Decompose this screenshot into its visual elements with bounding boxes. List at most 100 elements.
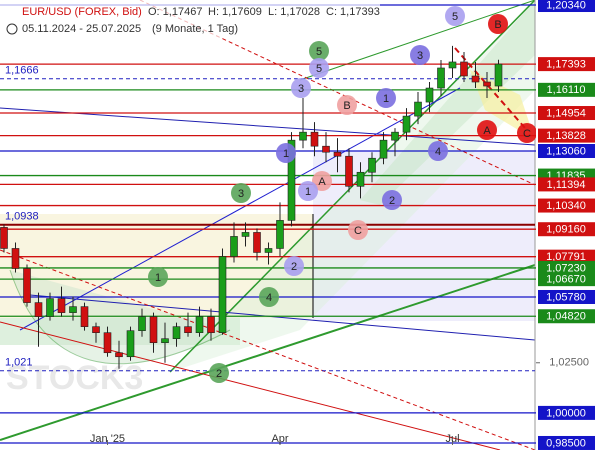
wave-marker — [445, 6, 465, 26]
level-label-box — [538, 57, 595, 72]
marker-label: 1,0938 — [5, 211, 39, 223]
candle-body — [69, 306, 77, 313]
level-label: 1,07791 — [546, 251, 586, 263]
wave-marker — [259, 287, 279, 307]
candle-body — [184, 326, 192, 333]
candle-body — [11, 248, 20, 269]
ohlc-high: H: 1,17609 — [208, 6, 262, 18]
candle-body — [414, 101, 422, 117]
wave-marker — [376, 88, 396, 108]
wave-label: B — [343, 100, 350, 112]
marker-label: 1,1666 — [5, 65, 39, 77]
wave-label: 4 — [435, 146, 441, 158]
clock-icon — [6, 23, 18, 35]
level-label-box — [538, 405, 595, 420]
candle-body — [448, 61, 457, 69]
candle-body — [230, 236, 238, 257]
candle-body — [299, 131, 307, 141]
level-label-box — [538, 0, 595, 13]
level-label: 1,04820 — [546, 311, 586, 323]
wave-marker — [309, 41, 329, 61]
candle-body — [57, 298, 66, 313]
wave-marker — [298, 181, 318, 201]
level-label: 1,14954 — [546, 107, 586, 119]
level-label: 1,06670 — [546, 274, 586, 286]
candle-body — [207, 316, 215, 333]
candle-body — [287, 139, 296, 221]
candle-body — [46, 298, 54, 317]
candle-body — [379, 139, 388, 159]
level-label: 1,10340 — [546, 200, 586, 212]
wave-marker — [477, 120, 497, 140]
wave-label: C — [523, 128, 531, 140]
candle-body — [333, 151, 342, 157]
wave-marker — [428, 141, 448, 161]
ohlc-low: L: 1,17028 — [268, 6, 320, 18]
candle-body — [425, 87, 434, 103]
level-label-box — [538, 309, 595, 324]
wave-marker — [410, 45, 430, 65]
x-tick-label: Jul — [445, 433, 459, 445]
candle-body — [402, 115, 411, 133]
level-label-box — [538, 249, 595, 264]
wave-label: 1 — [383, 93, 389, 105]
level-label: 1,07230 — [546, 262, 586, 274]
ohlc-open: O: 1,17467 — [148, 6, 202, 18]
wave-marker — [231, 183, 251, 203]
wave-label: 1 — [283, 148, 289, 160]
candle-body — [460, 61, 468, 77]
period: (9 Monate, 1 Tag) — [152, 23, 238, 35]
candle-body — [310, 131, 319, 147]
candle-body — [345, 155, 353, 187]
candle-body — [195, 316, 204, 333]
candle-body — [103, 332, 112, 354]
wave-label: 3 — [417, 50, 423, 62]
candle-body — [241, 232, 250, 237]
wave-label: 2 — [291, 261, 297, 273]
wave-marker — [312, 171, 332, 191]
candle-body — [0, 227, 8, 249]
wave-label: A — [483, 125, 491, 137]
level-label-box — [538, 106, 595, 121]
level-label-box — [538, 128, 595, 143]
candle-body — [494, 63, 503, 87]
level-label: 1,11394 — [547, 179, 586, 191]
level-label: 1,16110 — [547, 84, 586, 96]
candle-body — [115, 352, 123, 358]
level-label: 1,13060 — [546, 145, 586, 157]
wave-marker — [348, 220, 368, 240]
level-label: 0,98500 — [546, 437, 586, 449]
level-label: 1,17393 — [546, 59, 586, 71]
candle-body — [322, 145, 330, 153]
candle-body — [264, 248, 273, 253]
wave-label: B — [494, 19, 501, 31]
date-range: 05.11.2024 - 25.07.2025 — [22, 23, 141, 35]
candle-body — [138, 316, 146, 331]
wave-label: 1 — [155, 272, 161, 284]
wave-marker — [209, 363, 229, 383]
candle-body — [218, 256, 227, 333]
ohlc-close: C: 1,17393 — [326, 6, 380, 18]
candle-body — [172, 326, 181, 340]
wave-marker — [382, 190, 402, 210]
level-label: 1,13828 — [546, 130, 586, 142]
candle-body — [276, 220, 284, 249]
candle-body — [356, 171, 365, 187]
wave-marker — [488, 14, 508, 34]
wave-label: 2 — [216, 368, 222, 380]
wave-marker — [337, 95, 357, 115]
candle-body — [391, 131, 399, 141]
candle-body — [23, 268, 31, 303]
level-label-box — [538, 435, 595, 450]
x-tick-label: Jan '25 — [90, 433, 125, 445]
wave-label: 5 — [316, 46, 322, 58]
level-label: 1,00000 — [546, 407, 586, 419]
marker-label: 1,021 — [5, 357, 33, 369]
level-label-box — [538, 272, 595, 287]
watermark: STOCK3 — [6, 359, 143, 397]
candle-body — [161, 338, 169, 344]
candle-body — [253, 232, 261, 253]
wave-marker — [309, 58, 329, 78]
wave-label: 3 — [298, 83, 304, 95]
wave-label: 2 — [389, 195, 395, 207]
